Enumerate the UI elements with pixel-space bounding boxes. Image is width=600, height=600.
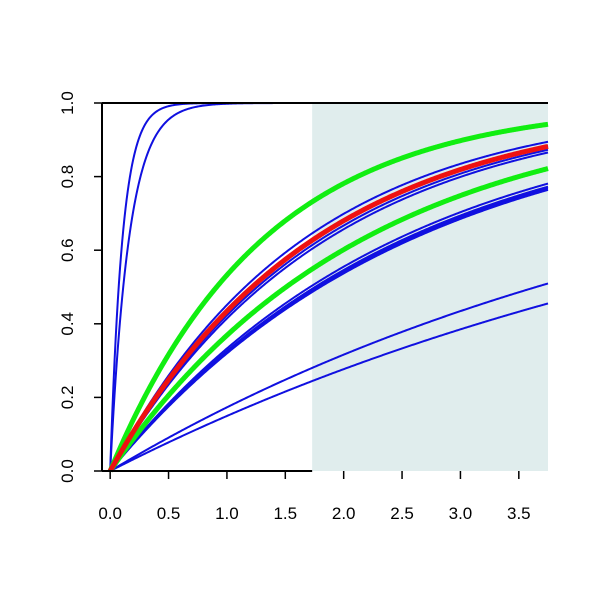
blue-series-line-8 [109,188,549,472]
blue-series-line-7 [109,182,549,472]
blue-series-line-6 [109,185,549,472]
y-axis-ticks: 0.0 0.2 0.4 0.6 0.8 1.0 [58,91,102,483]
x-tick-label: 3.5 [507,504,531,523]
y-tick-label: 0.4 [58,312,77,336]
y-tick-label: 0.0 [58,459,77,483]
blue-series-line-10 [109,151,549,472]
x-tick-label: 2.0 [332,504,356,523]
blue-series-line-12 [109,140,549,472]
shaded-region [312,103,548,471]
red-series-line-15 [107,143,550,473]
x-tick-label: 1.0 [215,504,239,523]
series-layer [107,102,550,473]
y-tick-label: 1.0 [58,91,77,115]
green-series-line-14 [107,121,550,472]
blue-series-line-3 [109,282,549,472]
axes [101,102,548,472]
y-tick-label: 0.2 [58,386,77,410]
x-tick-label: 2.5 [390,504,414,523]
y-tick-label: 0.8 [58,165,77,189]
x-tick-label: 0.5 [157,504,181,523]
green-series-line-13 [108,166,550,473]
plot-area: 0.0 0.5 1.0 1.5 2.0 2.5 3.0 3.5 0.0 0.2 0.4 0.6 0.8… [58,91,550,523]
x-tick-label: 1.5 [273,504,297,523]
x-axis-ticks: 0.0 0.5 1.0 1.5 2.0 2.5 3.0 3.5 [98,471,531,523]
x-tick-label: 3.0 [449,504,473,523]
x-tick-label: 0.0 [98,504,122,523]
y-tick-label: 0.6 [58,238,77,262]
blue-series-line-4 [109,302,549,472]
